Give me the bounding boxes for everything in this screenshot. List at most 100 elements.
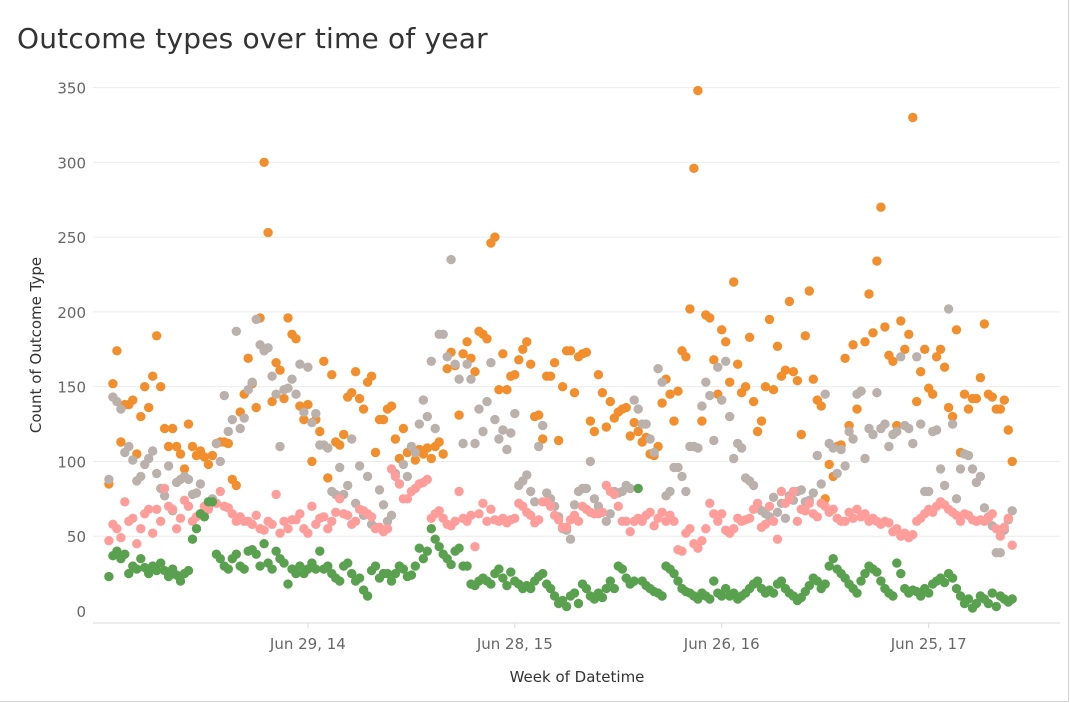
data-point <box>621 516 631 526</box>
data-point <box>494 564 504 574</box>
data-point <box>812 512 822 522</box>
data-point <box>860 337 870 347</box>
data-point <box>828 443 838 453</box>
data-point <box>804 498 814 508</box>
data-point <box>343 558 353 568</box>
data-point <box>625 527 635 537</box>
data-point <box>880 419 890 429</box>
data-point <box>987 509 997 519</box>
data-point <box>227 509 237 519</box>
data-point <box>215 486 225 497</box>
data-point <box>534 515 544 525</box>
data-point <box>920 344 930 354</box>
data-point <box>152 331 162 341</box>
data-point <box>347 434 357 444</box>
data-point <box>601 422 611 432</box>
data-point <box>120 497 130 507</box>
data-point <box>800 506 810 516</box>
data-point <box>219 390 229 401</box>
data-point <box>339 429 349 440</box>
data-point <box>526 359 536 369</box>
data-point <box>649 447 659 458</box>
data-point <box>231 326 241 336</box>
data-point <box>418 395 428 405</box>
data-point <box>677 546 687 556</box>
data-point <box>450 516 460 526</box>
data-point <box>108 379 118 389</box>
data-point <box>183 474 194 485</box>
data-point <box>565 346 576 356</box>
data-point <box>386 464 397 474</box>
data-point <box>163 571 174 582</box>
data-point <box>227 414 237 425</box>
data-point <box>470 542 480 552</box>
data-point <box>183 501 194 511</box>
data-point <box>657 507 667 517</box>
data-point <box>916 591 926 601</box>
data-point <box>848 340 858 350</box>
data-point <box>374 485 385 495</box>
data-point <box>896 568 906 579</box>
data-point <box>430 423 440 434</box>
data-point <box>868 328 878 338</box>
data-point <box>729 524 739 534</box>
data-point <box>963 594 974 604</box>
data-point <box>152 504 162 514</box>
data-point <box>752 498 763 508</box>
data-point <box>534 441 544 452</box>
data-point <box>163 441 174 452</box>
data-point <box>378 500 389 510</box>
data-point <box>275 528 285 538</box>
data-point <box>840 516 850 526</box>
data-point <box>916 419 926 429</box>
data-point <box>350 516 361 526</box>
data-point <box>748 396 759 407</box>
data-point <box>366 371 377 381</box>
data-point <box>601 516 611 526</box>
data-point <box>251 314 261 325</box>
data-point <box>772 507 783 517</box>
data-point <box>705 498 715 508</box>
data-point <box>474 509 484 519</box>
data-point <box>991 524 1001 534</box>
data-point <box>538 420 548 431</box>
data-point <box>112 546 122 556</box>
data-point <box>291 334 301 344</box>
data-point <box>935 464 946 474</box>
data-point <box>350 367 361 377</box>
data-point <box>776 576 787 586</box>
data-point <box>800 331 810 341</box>
data-point <box>295 359 305 369</box>
data-point <box>171 524 182 534</box>
data-point <box>860 509 870 519</box>
series-3 <box>104 483 1017 613</box>
data-point <box>498 349 508 359</box>
data-point <box>144 504 154 514</box>
data-point <box>597 388 608 398</box>
data-point <box>414 543 424 553</box>
data-point <box>812 450 822 461</box>
data-point <box>422 474 432 485</box>
data-point <box>971 598 982 609</box>
data-point <box>156 516 166 526</box>
data-point <box>144 568 154 579</box>
data-point <box>693 543 703 553</box>
data-point <box>629 576 639 586</box>
data-point <box>410 455 420 465</box>
data-point <box>967 464 978 474</box>
data-point <box>343 480 353 491</box>
data-point <box>931 352 942 362</box>
data-point <box>148 528 158 538</box>
data-point <box>840 461 850 471</box>
data-point <box>709 355 719 365</box>
data-point <box>191 488 202 498</box>
data-point <box>482 516 492 526</box>
data-point <box>283 313 293 323</box>
data-point <box>215 456 225 467</box>
data-point <box>128 395 138 405</box>
data-point <box>884 441 894 452</box>
data-point <box>569 500 580 510</box>
data-point <box>888 591 898 601</box>
data-point <box>955 516 966 526</box>
data-point <box>167 504 178 514</box>
